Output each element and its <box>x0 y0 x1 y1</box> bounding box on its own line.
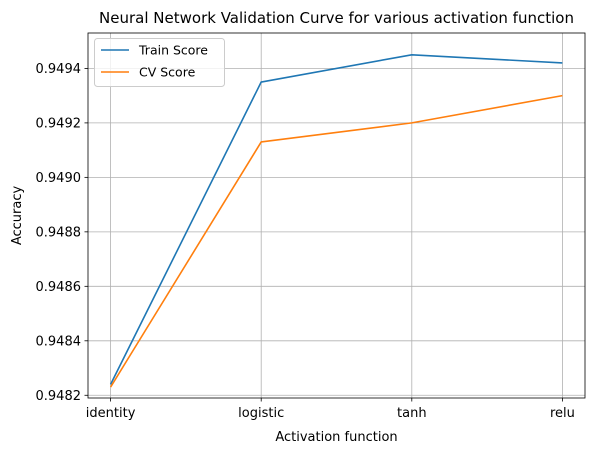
legend-label-cv-score: CV Score <box>139 65 196 80</box>
plot-frame <box>87 32 586 399</box>
series-group <box>109 53 563 388</box>
x-tick-label: tanh <box>397 406 427 421</box>
y-axis-label: Accuracy <box>10 186 25 246</box>
chart-title: Neural Network Validation Curve for vari… <box>99 9 574 27</box>
y-tick-label: 0.9486 <box>36 280 82 295</box>
legend-label-train-score: Train Score <box>138 43 208 58</box>
x-axis-label: Activation function <box>275 430 397 445</box>
x-tick-label: identity <box>86 406 136 421</box>
y-tick-label: 0.9494 <box>36 62 82 77</box>
y-tick-label: 0.9482 <box>36 389 82 404</box>
y-tick-label: 0.9484 <box>36 334 82 349</box>
y-tick-label: 0.9488 <box>36 225 82 240</box>
ticks: identity logistic tanh relu 0.9482 0.9484 0.94… <box>36 62 575 421</box>
x-tick-label: logistic <box>238 406 284 421</box>
series-line-cv-score <box>109 94 563 388</box>
y-tick-label: 0.9492 <box>36 116 82 131</box>
legend: Train Score CV Score <box>94 38 225 87</box>
x-tick-label: relu <box>550 406 575 421</box>
y-tick-label: 0.9490 <box>36 171 82 186</box>
series-line-train-score <box>109 53 563 385</box>
